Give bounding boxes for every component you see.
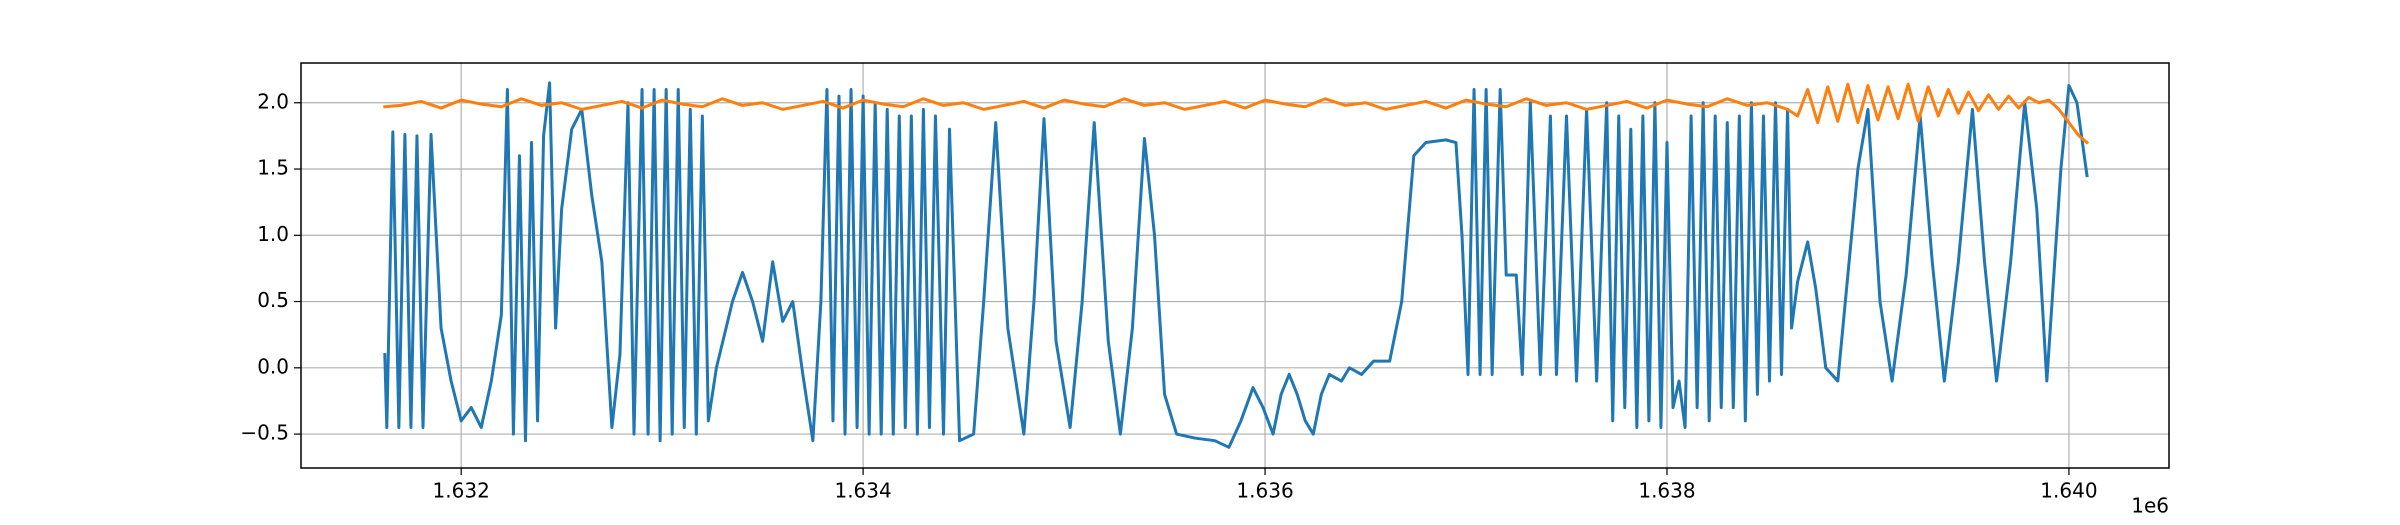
data-line [383, 82, 2090, 145]
x-tick-label: 1.636 [1236, 479, 1293, 503]
y-tick-label: 1.0 [257, 222, 289, 246]
plot-area [383, 81, 2090, 449]
data-line [383, 81, 2089, 449]
y-tick-label: 0.0 [257, 354, 289, 378]
grid [301, 63, 2169, 468]
y-tick-label: 1.5 [257, 156, 289, 180]
ticks: 1.632 1.634 1.636 1.638 1.640 −0.5 0.0 0.5 1.0 1.… [240, 89, 2097, 502]
y-tick-label: −0.5 [240, 421, 289, 445]
x-offset-label: 1e6 [2131, 494, 2169, 518]
x-tick-label: 1.640 [2040, 479, 2097, 503]
x-tick-label: 1.632 [433, 479, 490, 503]
x-tick-label: 1.638 [1638, 479, 1695, 503]
y-tick-label: 2.0 [257, 89, 289, 113]
axes-frame [300, 62, 2170, 469]
x-tick-label: 1.634 [834, 479, 891, 503]
y-tick-label: 0.5 [257, 288, 289, 312]
